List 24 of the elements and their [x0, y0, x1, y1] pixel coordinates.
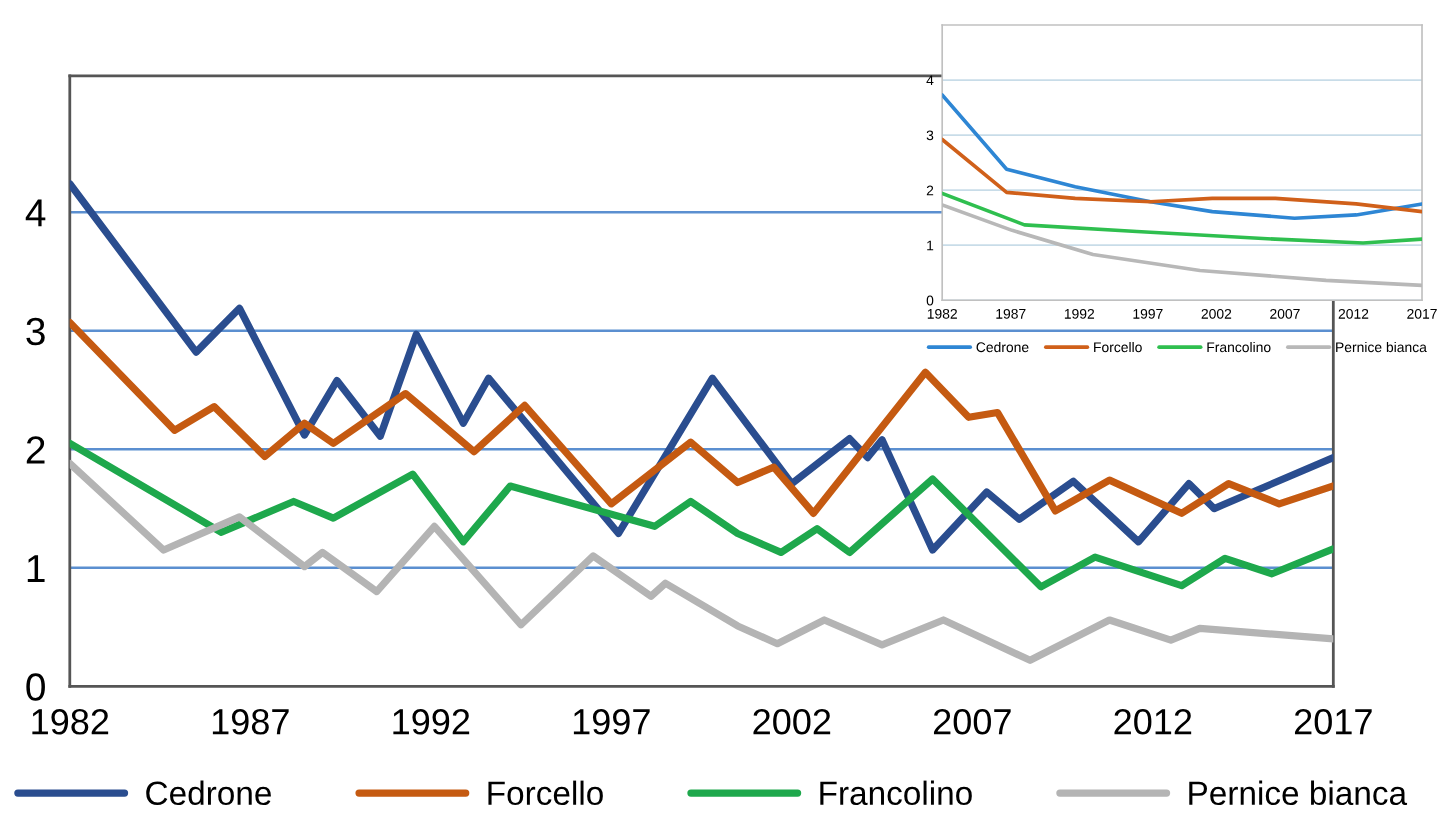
line-series [942, 137, 1423, 214]
x-tick-label: 1987 [212, 709, 289, 735]
y-tick-label: 2 [26, 436, 45, 464]
x-tick-label: 2012 [1114, 709, 1192, 735]
x-tick-label: 1992 [393, 709, 470, 735]
y-tick-label: 1 [27, 555, 45, 582]
line-series [69, 318, 1334, 517]
x-tick-label: 2002 [753, 709, 831, 735]
legend-label: Pernice bianca [1189, 780, 1408, 806]
line-series [69, 180, 1334, 554]
y-tick-label: 3 [26, 317, 45, 346]
x-tick-label: 2007 [933, 709, 1011, 735]
legend-label: Forcello [488, 780, 603, 806]
legend-label: Francolino [820, 780, 972, 806]
line-series [942, 93, 1423, 221]
legend-label: Cedrone [146, 780, 271, 806]
y-tick-label: 0 [26, 673, 45, 701]
line-series [69, 459, 1334, 664]
x-tick-label: 1997 [573, 709, 650, 735]
x-tick-label: 2017 [1294, 709, 1372, 735]
y-tick-label: 4 [25, 199, 46, 227]
line-series [942, 191, 1423, 245]
x-tick-label: 1982 [32, 709, 109, 735]
line-series [69, 439, 1334, 591]
